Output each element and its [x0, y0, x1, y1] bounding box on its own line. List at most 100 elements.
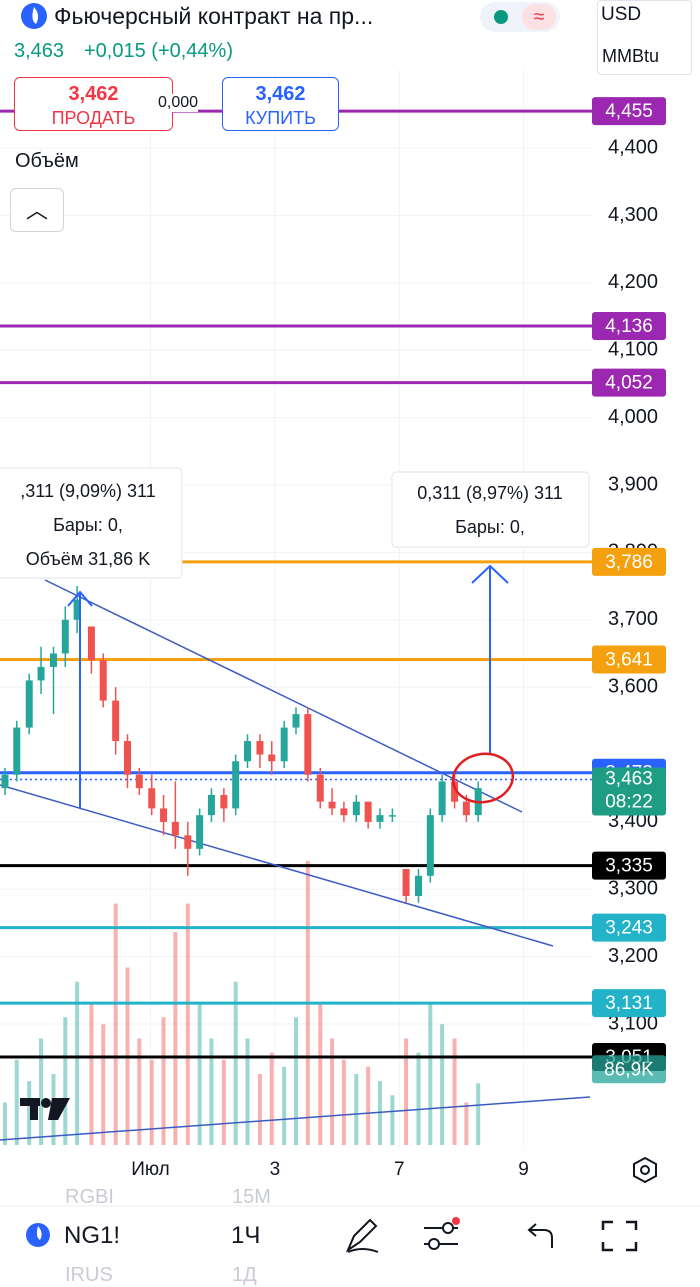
volume-bar: [209, 1038, 214, 1145]
trend-line: [44, 579, 523, 813]
candle-body: [388, 815, 396, 817]
currency: USD: [601, 4, 642, 25]
volume-bar: [221, 1059, 226, 1145]
y-tick-label: 4,000: [608, 406, 658, 428]
candle-body: [280, 727, 288, 762]
candle-body: [451, 781, 459, 802]
volume-bar: [404, 1038, 409, 1145]
candle-body: [13, 727, 21, 775]
volume-bar: [14, 1059, 19, 1145]
candle-body: [415, 875, 423, 897]
volume-bar: [366, 1066, 371, 1145]
interval[interactable]: 1Ч: [231, 1222, 261, 1249]
candle-body: [184, 835, 192, 849]
candle-body: [292, 714, 300, 728]
volume-bar: [173, 931, 178, 1145]
faded-text: IRUS: [65, 1264, 113, 1286]
y-tick-label: 3,600: [608, 675, 658, 697]
volume-bar: [318, 1002, 323, 1145]
trend-line: [0, 1096, 591, 1141]
volume-bar: [39, 1038, 44, 1145]
measure-text: Бары: 0,: [53, 515, 123, 535]
volume-bar: [428, 1002, 433, 1145]
y-tick-label: 3,700: [608, 608, 658, 630]
symbol-title: Фьючерсный контракт на пр...: [54, 3, 374, 29]
fullscreen[interactable]: [601, 1220, 638, 1252]
candle-body: [112, 700, 120, 742]
volume-bar: [464, 1102, 469, 1145]
measure-text: Бары: 0,: [455, 517, 525, 537]
volume-bar: [440, 1024, 445, 1145]
volume-bar: [27, 1081, 32, 1145]
level-label: 4,136: [605, 316, 653, 337]
candle-body: [171, 821, 179, 836]
level-tag: [592, 547, 666, 576]
collapse-button[interactable]: ︿: [10, 188, 64, 232]
level-label: 3,131: [605, 993, 653, 1014]
volume-bar: [452, 1038, 457, 1145]
volume-bar: [149, 1059, 154, 1145]
candle-body: [220, 794, 228, 809]
volume-value-label: 86,9K: [604, 1059, 654, 1080]
level-label: 4,052: [605, 373, 653, 394]
symbol-icon[interactable]: [26, 1223, 50, 1247]
level-label: 3,786: [605, 552, 653, 573]
price-change: +0,015 (+0,44%): [84, 40, 233, 62]
draw-tool[interactable]: [345, 1218, 379, 1253]
status-pill[interactable]: ≈: [480, 2, 560, 32]
candle-body: [160, 808, 168, 822]
volume-bar: [75, 981, 80, 1145]
arrow-head: [471, 564, 509, 584]
candles: [1, 586, 482, 903]
buy-button[interactable]: 3,462 КУПИТЬ: [222, 77, 339, 131]
candle-body: [207, 794, 215, 816]
faded-text: 1Д: [232, 1264, 257, 1286]
volume-bar: [63, 1017, 68, 1145]
buy-label: КУПИТЬ: [245, 108, 316, 128]
candle-body: [364, 801, 372, 822]
candle-body: [37, 666, 45, 681]
measure-box: [391, 471, 590, 548]
symbol[interactable]: NG1!: [64, 1222, 121, 1249]
settings-icon[interactable]: [633, 1156, 657, 1184]
sell-button[interactable]: 3,462 ПРОДАТЬ: [14, 77, 173, 131]
candle-body: [73, 599, 81, 620]
candle-body: [426, 815, 434, 876]
x-tick-label: 9: [518, 1159, 529, 1180]
trend-line: [0, 784, 554, 947]
volume-bar: [282, 1066, 287, 1145]
x-tick-label: 3: [270, 1159, 281, 1180]
level-label: 4,455: [605, 101, 653, 122]
candle-body: [99, 660, 107, 701]
volume-bar: [257, 1073, 262, 1145]
candle-body: [352, 801, 360, 816]
level-tag: [592, 851, 666, 880]
candle-body: [328, 801, 336, 809]
level-tag: [592, 989, 666, 1018]
volume-bar: [341, 1059, 346, 1145]
arrow-head: [67, 590, 93, 607]
y-tick-label: 4,400: [608, 136, 658, 158]
volume-bar: [476, 1083, 481, 1145]
indicators[interactable]: [424, 1217, 460, 1250]
undo[interactable]: [527, 1223, 553, 1248]
y-tick-label: 4,100: [608, 339, 658, 361]
grid: [0, 70, 592, 1150]
y-tick-label: 3,400: [608, 810, 658, 832]
tv-logo: [20, 1098, 70, 1120]
candle-body: [316, 774, 324, 802]
unit-selector[interactable]: USD MMBtu: [597, 0, 692, 75]
faded-text: RGBI: [65, 1186, 114, 1208]
measure-text: ,311 (9,09%) 311: [20, 481, 155, 501]
candle-body: [256, 741, 264, 755]
symbol-logo: [21, 3, 47, 29]
measure-box: [0, 467, 183, 579]
level-tag: [592, 645, 666, 674]
level-tag: [592, 913, 666, 942]
last-price: 3,463: [14, 40, 65, 62]
measure-text: Объём 31,86 K: [26, 549, 150, 569]
volume-bar: [330, 1038, 335, 1145]
y-tick-label: 3,200: [608, 945, 658, 967]
